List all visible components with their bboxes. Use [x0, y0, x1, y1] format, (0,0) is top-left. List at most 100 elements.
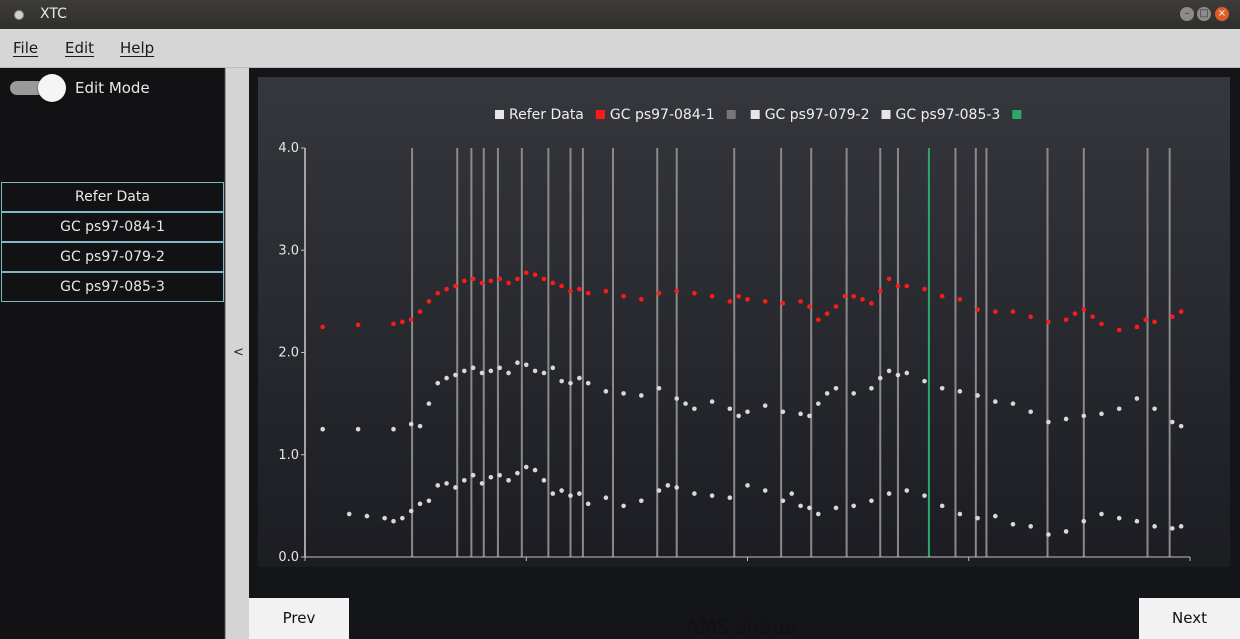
data-point-gc-ps97-079-2: [568, 380, 573, 386]
data-point-gc-ps97-085-3: [391, 518, 396, 524]
data-point-gc-ps97-085-3: [1010, 521, 1016, 527]
x-tick-label: 100.0: [1171, 566, 1208, 567]
data-point-gc-ps97-084-1: [1072, 311, 1078, 316]
data-point-gc-ps97-084-1: [603, 288, 609, 294]
data-point-gc-ps97-084-1: [674, 288, 679, 294]
data-point-gc-ps97-084-1: [824, 311, 830, 316]
data-point-gc-ps97-079-2: [408, 421, 414, 427]
data-point-gc-ps97-084-1: [408, 317, 414, 323]
minimize-icon[interactable]: –: [1180, 7, 1194, 21]
data-point-gc-ps97-084-1: [727, 299, 733, 304]
data-point-gc-ps97-084-1: [656, 290, 662, 296]
data-point-gc-ps97-079-2: [417, 423, 423, 429]
data-point-gc-ps97-084-1: [559, 283, 564, 289]
legend-swatch: [1012, 110, 1022, 119]
data-point-gc-ps97-084-1: [488, 278, 494, 284]
data-point-gc-ps97-079-2: [541, 370, 547, 376]
data-point-gc-ps97-079-2: [824, 391, 830, 396]
data-point-gc-ps97-079-2: [674, 396, 679, 401]
data-point-gc-ps97-085-3: [807, 505, 812, 511]
data-point-gc-ps97-084-1: [860, 297, 865, 302]
data-point-gc-ps97-085-3: [417, 501, 423, 507]
close-icon[interactable]: ×: [1215, 7, 1229, 21]
data-point-gc-ps97-085-3: [727, 495, 733, 500]
data-point-gc-ps97-084-1: [1010, 309, 1016, 314]
data-point-gc-ps97-084-1: [523, 270, 529, 276]
maximize-icon[interactable]: □: [1197, 7, 1211, 21]
data-point-gc-ps97-079-2: [506, 370, 511, 376]
chart-svg[interactable]: 0.0 25.0 50.0 75.0 100.0 0.0 1.0 2.0 3.0 4.0 Refer…: [258, 77, 1230, 581]
data-point-gc-ps97-079-2: [1152, 406, 1157, 412]
data-point-gc-ps97-084-1: [842, 293, 848, 299]
data-point-gc-ps97-084-1: [886, 276, 892, 282]
data-point-gc-ps97-085-3: [1081, 518, 1087, 524]
data-point-gc-ps97-079-2: [426, 401, 432, 406]
data-point-gc-ps97-079-2: [1134, 396, 1140, 401]
data-point-gc-ps97-084-1: [435, 290, 441, 296]
menu-edit[interactable]: Edit: [65, 39, 95, 57]
data-point-gc-ps97-079-2: [1046, 419, 1051, 425]
data-point-gc-ps97-079-2: [869, 385, 874, 391]
data-point-gc-ps97-079-2: [993, 399, 998, 404]
y-tick-label: 0.0: [278, 550, 299, 565]
data-point-gc-ps97-079-2: [692, 406, 697, 412]
x-tick-label: 50.0: [733, 566, 762, 567]
data-point-gc-ps97-079-2: [435, 380, 441, 386]
menu-file[interactable]: File: [13, 39, 39, 57]
edit-mode-toggle[interactable]: [10, 74, 66, 102]
data-point-gc-ps97-079-2: [1081, 413, 1087, 419]
data-point-gc-ps97-085-3: [789, 491, 795, 496]
data-point-gc-ps97-079-2: [1010, 401, 1016, 406]
data-point-gc-ps97-084-1: [957, 297, 963, 302]
data-point-gc-ps97-085-3: [515, 470, 520, 476]
data-point-gc-ps97-079-2: [444, 375, 449, 381]
data-point-gc-ps97-079-2: [939, 385, 945, 391]
y-tick-label: 3.0: [278, 243, 299, 258]
data-point-gc-ps97-084-1: [1028, 314, 1033, 320]
edit-mode-label: Edit Mode: [75, 79, 150, 97]
data-point-gc-ps97-085-3: [470, 472, 476, 478]
data-point-gc-ps97-084-1: [515, 276, 520, 282]
data-point-gc-ps97-079-2: [585, 380, 591, 386]
data-point-gc-ps97-085-3: [453, 485, 458, 490]
data-point-gc-ps97-084-1: [816, 317, 821, 323]
data-point-gc-ps97-079-2: [320, 426, 325, 432]
data-point-gc-ps97-085-3: [709, 493, 715, 498]
legend-label: GC ps97-085-3: [896, 107, 1001, 123]
data-point-gc-ps97-084-1: [922, 286, 927, 292]
data-point-gc-ps97-084-1: [497, 276, 502, 282]
next-button[interactable]: Next: [1139, 598, 1240, 639]
data-point-gc-ps97-079-2: [453, 372, 458, 378]
data-point-gc-ps97-084-1: [745, 297, 750, 302]
data-point-gc-ps97-085-3: [382, 515, 387, 521]
sidebar-item-refer-data[interactable]: Refer Data: [1, 182, 224, 212]
menu-bar: File Edit Help: [0, 29, 1240, 68]
data-point-gc-ps97-079-2: [904, 370, 910, 376]
prev-button[interactable]: Prev: [249, 598, 349, 639]
data-point-gc-ps97-079-2: [603, 389, 609, 394]
data-point-gc-ps97-079-2: [1063, 416, 1069, 422]
data-point-gc-ps97-079-2: [736, 413, 741, 419]
data-point-gc-ps97-084-1: [736, 293, 741, 299]
data-point-gc-ps97-084-1: [1063, 317, 1069, 323]
data-point-gc-ps97-085-3: [1099, 511, 1104, 517]
sidebar-item-gc-ps97-085-3[interactable]: GC ps97-085-3: [1, 272, 224, 302]
data-point-gc-ps97-085-3: [497, 472, 502, 478]
data-point-gc-ps97-085-3: [523, 464, 529, 470]
legend-label: Refer Data: [509, 107, 584, 123]
data-point-gc-ps97-084-1: [417, 309, 423, 314]
data-point-gc-ps97-079-2: [559, 378, 564, 384]
sidebar-item-gc-ps97-084-1[interactable]: GC ps97-084-1: [1, 212, 224, 242]
data-point-gc-ps97-085-3: [364, 513, 370, 519]
sidebar-collapse-button[interactable]: <: [225, 68, 250, 639]
menu-help[interactable]: Help: [120, 39, 155, 57]
data-point-gc-ps97-079-2: [515, 360, 520, 366]
data-point-gc-ps97-085-3: [462, 478, 467, 483]
sidebar-item-gc-ps97-079-2[interactable]: GC ps97-079-2: [1, 242, 224, 272]
data-point-gc-ps97-085-3: [975, 515, 980, 521]
data-point-gc-ps97-084-1: [895, 283, 901, 289]
data-point-gc-ps97-079-2: [709, 399, 715, 404]
data-point-gc-ps97-084-1: [709, 293, 715, 299]
data-point-gc-ps97-084-1: [355, 322, 361, 328]
data-point-gc-ps97-084-1: [470, 276, 476, 282]
